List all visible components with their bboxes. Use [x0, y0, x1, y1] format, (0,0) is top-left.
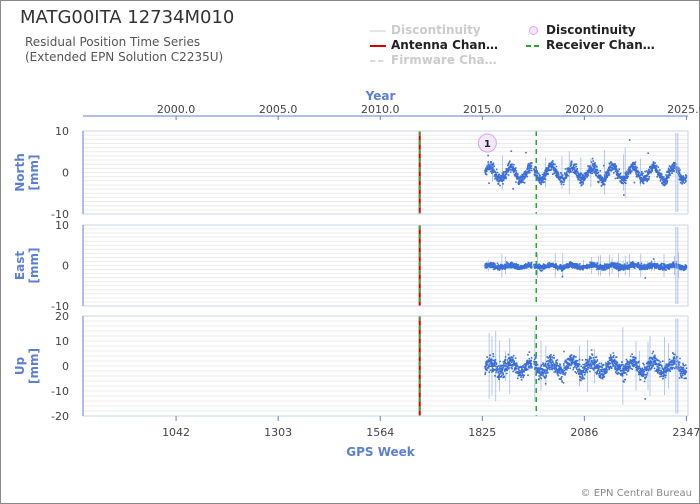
- bottom-axis-tick-label: 1303: [264, 426, 292, 439]
- legend-swatch-antenna: [370, 45, 386, 47]
- chart-subtitle-2: (Extended EPN Solution C2235U): [25, 50, 224, 64]
- y-axis-label: Up[mm]: [13, 348, 41, 384]
- y-tick-label: 0: [62, 260, 69, 273]
- error-bars: [488, 327, 669, 405]
- y-tick-label: 0: [62, 167, 69, 180]
- y-tick-label: -10: [51, 208, 69, 221]
- y-axis-label: East[mm]: [13, 248, 41, 284]
- y-tick-label: -10: [51, 385, 69, 398]
- legend-receiver-change[interactable]: Receiver Chan…: [546, 38, 655, 52]
- bottom-axis-tick-label: 2086: [570, 426, 598, 439]
- top-axis-tick-label: 2010.0: [361, 103, 400, 116]
- legend-discontinuity-circle[interactable]: Discontinuity: [546, 23, 636, 37]
- top-axis-tick-label: 2005.0: [259, 103, 298, 116]
- y-tick-label: 0: [62, 360, 69, 373]
- chart-title: MATG00ITA 12734M010: [20, 7, 235, 28]
- top-axis-tick-label: 2020.0: [565, 103, 604, 116]
- legend-swatch-receiver: [526, 45, 542, 47]
- bottom-axis-label: GPS Week: [346, 445, 416, 459]
- error-bars: [487, 252, 679, 279]
- legend-firmware-change[interactable]: Firmware Cha…: [391, 53, 497, 67]
- y-axis-label: North[mm]: [13, 153, 41, 191]
- y-tick-label: -20: [51, 410, 69, 423]
- top-axis-tick-label: 2000.0: [157, 103, 196, 116]
- bottom-axis-tick-label: 1564: [366, 426, 394, 439]
- top-axis-label: Year: [365, 89, 396, 103]
- y-tick-label: 10: [55, 219, 69, 232]
- bottom-axis-tick-label: 2347: [672, 426, 700, 439]
- y-tick-label: 10: [55, 125, 69, 138]
- top-axis-tick-label: 2025.0: [667, 103, 700, 116]
- error-bars: [492, 147, 641, 198]
- legend-swatch-firmware: [370, 60, 386, 62]
- data-points: [484, 349, 688, 400]
- discontinuity-marker: [477, 133, 497, 153]
- y-tick-label: -10: [51, 300, 69, 313]
- legend-discontinuity-line[interactable]: Discontinuity: [391, 23, 481, 37]
- y-tick-label: 20: [55, 310, 69, 323]
- y-tick-label: 10: [55, 335, 69, 348]
- chart-subtitle-1: Residual Position Time Series: [25, 35, 201, 49]
- bottom-axis-tick-label: 1042: [162, 426, 190, 439]
- legend-swatch-discontinuity-circle: [529, 26, 538, 35]
- top-axis-tick-label: 2015.0: [463, 103, 502, 116]
- bottom-axis-tick-label: 1825: [468, 426, 496, 439]
- legend-swatch-discontinuity-line: [370, 30, 386, 32]
- data-points: [484, 258, 688, 279]
- credit-text: © EPN Central Bureau: [580, 488, 692, 499]
- discontinuity-label: 1: [484, 139, 491, 150]
- legend-antenna-change[interactable]: Antenna Chan…: [391, 38, 499, 52]
